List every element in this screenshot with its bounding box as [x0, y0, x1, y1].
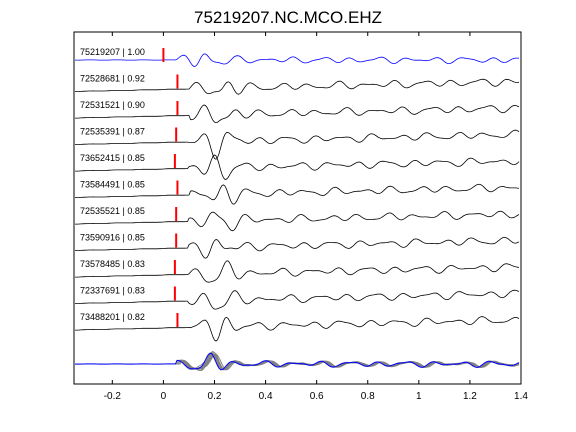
trace-line	[75, 289, 520, 310]
x-axis-ticks-group: -0.2 0 0.2 0.4 0.6 0.8 1 1.2 1.4	[104, 32, 528, 402]
trace-line	[75, 316, 520, 342]
trace-line	[75, 236, 520, 259]
trace-line	[75, 104, 520, 124]
trace-line	[75, 154, 520, 180]
trace-label: 73584491 | 0.85	[80, 180, 145, 190]
stack-panel-group	[75, 351, 520, 372]
trace-label: 72535521 | 0.85	[80, 206, 145, 216]
trace-labels-group: 75219207 | 1.00 72528681 | 0.92 72531521 |…	[80, 47, 145, 322]
trace-label: 73488201 | 0.82	[80, 312, 145, 322]
trace-label: 72531521 | 0.90	[80, 100, 145, 110]
x-tick-label: 0.8	[361, 391, 375, 402]
stack-reference-line	[75, 352, 520, 371]
x-tick-label: 0.6	[310, 391, 324, 402]
trace-label: 73590916 | 0.85	[80, 233, 145, 243]
x-tick-label: 1.4	[514, 391, 528, 402]
trace-line	[75, 183, 520, 205]
x-tick-label: 1.2	[463, 391, 477, 402]
trace-label: 72337691 | 0.83	[80, 286, 145, 296]
x-tick-label: 1	[416, 391, 422, 402]
trace-line	[75, 53, 520, 67]
trace-label: 73578485 | 0.83	[80, 259, 145, 269]
trace-label: 75219207 | 1.00	[80, 47, 145, 57]
trace-line	[75, 260, 520, 283]
pick-markers-group	[162, 48, 179, 327]
trace-line	[75, 210, 520, 232]
trace-label: 72528681 | 0.92	[80, 74, 145, 84]
x-tick-label: 0	[161, 391, 167, 402]
traces-group	[75, 53, 520, 342]
trace-line	[75, 78, 520, 95]
x-tick-label: 0.2	[208, 391, 222, 402]
chart-title: 75219207.NC.MCO.EHZ	[193, 8, 383, 27]
trace-label: 72535391 | 0.87	[80, 127, 145, 137]
trace-line	[75, 129, 520, 160]
x-tick-label: -0.2	[104, 391, 122, 402]
trace-label: 73652415 | 0.85	[80, 153, 145, 163]
x-tick-label: 0.4	[259, 391, 273, 402]
